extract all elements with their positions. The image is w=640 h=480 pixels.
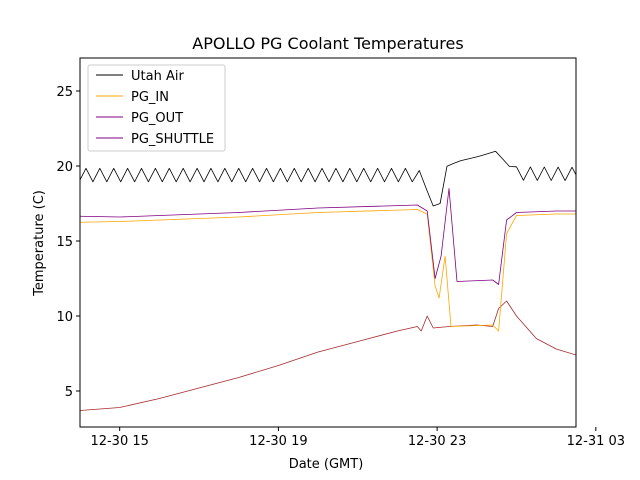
y-axis-label: Temperature (C) xyxy=(32,190,47,297)
series-line-pg-in xyxy=(80,209,576,332)
x-tick-label: 12-31 03 xyxy=(567,434,625,449)
plot-frame xyxy=(79,57,577,428)
y-axis: 5 10 15 20 25 xyxy=(56,85,80,400)
x-tick-label: 12-30 15 xyxy=(90,434,148,449)
series-line-pg-shuttle xyxy=(80,300,576,411)
y-tick-label: 5 xyxy=(65,385,73,400)
y-tick-label: 15 xyxy=(56,235,73,250)
x-tick-label: 12-30 23 xyxy=(408,434,466,449)
series-line-pg-out xyxy=(80,188,576,285)
x-axis-label: Date (GMT) xyxy=(289,457,364,472)
legend-label: PG_IN xyxy=(131,90,169,105)
series-layer xyxy=(80,150,576,411)
legend: Utah Air PG_IN PG_OUT PG_SHUTTLE xyxy=(87,64,226,152)
x-tick-label: 12-30 19 xyxy=(249,434,307,449)
legend-label: PG_SHUTTLE xyxy=(131,132,214,147)
legend-box xyxy=(87,64,226,152)
series-line-utah-air xyxy=(80,150,576,207)
chart-title: APOLLO PG Coolant Temperatures xyxy=(192,34,463,53)
y-tick-label: 25 xyxy=(56,85,73,100)
legend-label: PG_OUT xyxy=(131,111,183,126)
y-tick-label: 10 xyxy=(56,310,73,325)
legend-label: Utah Air xyxy=(131,69,184,84)
y-tick-label: 20 xyxy=(56,160,73,175)
